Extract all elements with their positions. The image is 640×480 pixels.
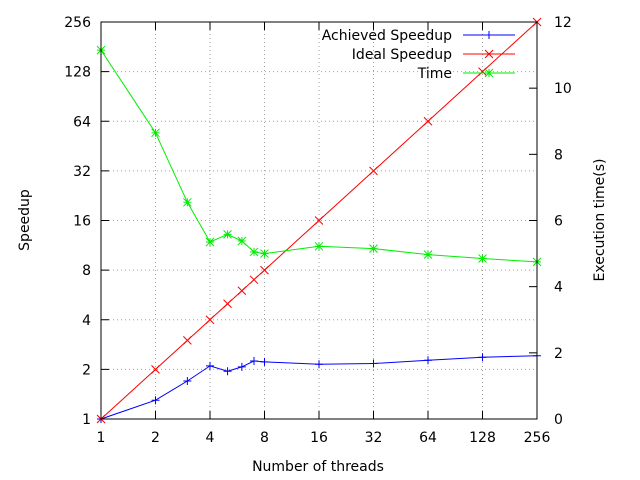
axis-ticks: 1 2 4 8 16 32 64 128 256124816326412825602468101…	[64, 15, 572, 446]
time-point	[423, 250, 433, 259]
legend-marker-time	[484, 68, 494, 78]
y-tick-label: 1	[82, 412, 91, 428]
y2-axis-label: Execution time(s)	[592, 159, 608, 282]
achieved-speedup-point	[478, 353, 487, 362]
achieved-speedup-point	[151, 396, 160, 405]
ideal-speedup-point	[237, 286, 247, 296]
ideal-speedup-point	[260, 265, 269, 275]
ideal-speedup-point	[151, 365, 160, 374]
time-point	[205, 237, 215, 247]
ideal-speedup-series	[96, 17, 542, 424]
time-point	[478, 254, 487, 263]
ideal-speedup-point	[183, 335, 192, 345]
time-point	[223, 230, 232, 239]
y-tick-label: 128	[64, 65, 91, 81]
time-point	[260, 249, 269, 258]
achieved-speedup-point	[260, 357, 269, 366]
ideal-speedup-point	[314, 216, 324, 225]
y2-tick-label: 2	[554, 346, 563, 362]
achieved-speedup-point	[223, 367, 232, 376]
ideal-speedup-point	[249, 275, 259, 285]
ideal-speedup-point	[423, 116, 433, 126]
y2-tick-label: 12	[554, 15, 572, 31]
y-tick-label: 16	[73, 214, 91, 230]
x-tick-label: 8	[260, 430, 269, 446]
ideal-speedup-point	[369, 166, 378, 176]
y2-tick-label: 0	[554, 412, 563, 428]
achieved-speedup-point	[369, 359, 378, 368]
achieved-speedup-point	[183, 377, 192, 386]
x-axis-label: Number of threads	[252, 459, 384, 475]
achieved-speedup-point	[250, 356, 259, 365]
time-point	[369, 244, 378, 253]
grid	[101, 22, 537, 419]
time-point	[249, 247, 259, 257]
y-tick-label: 64	[73, 114, 91, 130]
x-tick-label: 128	[469, 430, 496, 446]
y-tick-label: 32	[73, 164, 91, 180]
x-tick-label: 256	[524, 430, 551, 446]
achieved-speedup-point	[424, 356, 432, 365]
achieved-speedup-point	[206, 361, 214, 370]
achieved-speedup-point	[315, 360, 323, 369]
x-tick-label: 1	[97, 430, 106, 446]
y-axis-label: Speedup	[17, 189, 33, 251]
x-tick-label: 16	[310, 430, 328, 446]
time-point	[151, 128, 160, 138]
ideal-speedup-point	[205, 315, 215, 325]
y2-tick-label: 4	[554, 280, 563, 296]
achieved-speedup-point	[237, 362, 246, 371]
legend-marker-achieved-speedup	[485, 31, 493, 39]
x-tick-label: 4	[206, 430, 215, 446]
legend-label-achieved-speedup: Achieved Speedup	[322, 28, 452, 44]
y-tick-label: 2	[82, 362, 91, 378]
legend-label-ideal-speedup: Ideal Speedup	[352, 47, 452, 63]
ideal-speedup-point	[223, 299, 232, 309]
y-tick-label: 4	[82, 313, 91, 329]
y-tick-label: 8	[82, 263, 91, 279]
y-tick-label: 256	[64, 15, 91, 31]
y2-tick-label: 6	[554, 214, 563, 230]
time-point	[237, 236, 247, 246]
time-point	[314, 241, 324, 251]
legend: Achieved Speedup Ideal Speedup Time	[322, 28, 515, 82]
legend-label-time: Time	[417, 66, 452, 82]
x-tick-label: 32	[365, 430, 383, 446]
x-tick-label: 64	[419, 430, 437, 446]
x-tick-label: 2	[151, 430, 160, 446]
time-point	[183, 197, 192, 207]
achieved-speedup-series	[97, 351, 541, 423]
legend-marker-ideal-speedup	[484, 49, 494, 59]
y2-tick-label: 8	[554, 147, 563, 163]
y2-tick-label: 10	[554, 81, 572, 97]
